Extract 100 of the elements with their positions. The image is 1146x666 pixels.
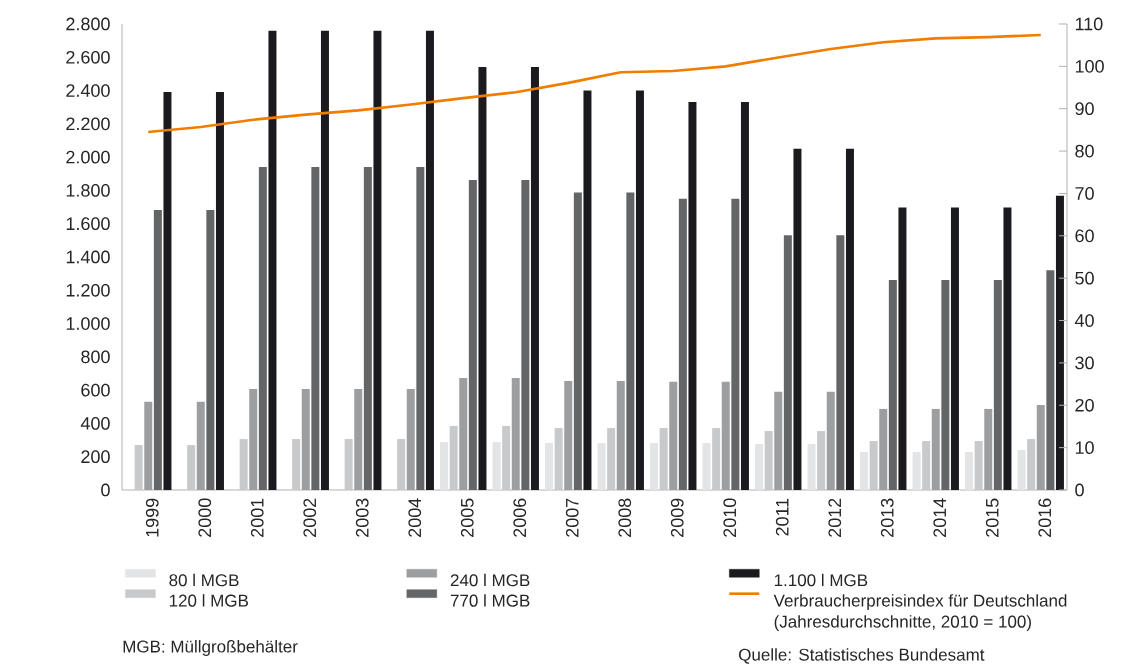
bar [268,30,277,490]
bar [502,425,511,490]
bar [984,408,993,490]
bar [1027,439,1036,490]
bar [134,445,143,490]
bar [530,66,539,490]
bar [258,167,267,490]
bar [206,209,215,490]
x-tick-label: 2007 [565,498,579,537]
bar [626,192,635,490]
bar [898,207,907,490]
bar [373,30,382,490]
y-tick-label: 1.600 [66,217,110,231]
y2-tick-label: 80 [1075,144,1094,158]
legend-label: 80 l MGB [169,573,239,587]
y2-tick-label: 10 [1075,441,1094,454]
bar [659,428,668,490]
bar [511,377,520,490]
bar [153,209,162,490]
bar [974,441,983,490]
x-tick-label: 2009 [670,498,684,537]
legend-label: 1.100 l MGB [774,573,868,587]
y2-tick-label: 40 [1074,314,1094,327]
bar [492,442,501,490]
bar [425,30,434,490]
bar [922,441,931,490]
bar [635,90,644,490]
y2-tick-label: 30 [1075,356,1094,370]
x-tick-label: 2014 [933,498,947,537]
bar [1046,270,1055,490]
bar [607,428,616,490]
bar [950,207,959,490]
bar [545,443,554,490]
bar [311,167,320,490]
bar [941,279,950,490]
bar [731,198,740,490]
bar [354,388,363,490]
x-tick-label: 2013 [880,498,894,537]
bar [869,441,878,490]
bar [440,442,449,490]
y-tick-label: 1.000 [66,317,110,330]
bar [836,235,845,490]
y2-tick-label: 0 [1075,483,1084,497]
y-tick-label: 2.400 [66,84,110,97]
bar [826,391,835,490]
y-tick-label: 800 [81,350,110,364]
legend-label: 240 l MGB [450,573,530,587]
bar [783,235,792,490]
bar [688,101,697,490]
bar [1036,404,1045,490]
x-tick-label: 2004 [408,498,422,537]
y2-tick-label: 20 [1075,398,1094,412]
bar [650,443,659,490]
x-tick-label: 1999 [145,498,159,537]
bar [344,439,353,490]
y-tick-label: 600 [81,383,110,397]
bar [459,377,468,490]
y2-tick-label: 70 [1075,187,1094,200]
bar [239,439,248,490]
bar [1017,450,1026,490]
legend-label: 770 l MGB [450,594,530,607]
x-tick-label: 2008 [618,498,632,537]
bar [187,445,196,490]
bar [774,391,783,490]
bar [320,30,329,490]
bar [554,428,563,490]
legend-label: Verbraucherpreisindex für Deutschland (Jahresdurchschnitte, 2010 = 100) [773,594,1067,631]
bar [845,148,854,490]
y2-tick-label: 100 [1075,59,1104,73]
bar [1003,207,1012,490]
bar [702,443,711,490]
bar [416,167,425,490]
y2-tick-label: 50 [1075,271,1094,285]
x-tick-label: 2015 [985,498,999,537]
legend-label: 120 l MGB [169,594,249,607]
bar [573,192,582,490]
y2-tick-label: 60 [1075,229,1094,243]
bar [521,179,530,490]
bar [397,439,406,490]
y-tick-label: 400 [80,417,110,430]
y-tick-label: 2.600 [66,50,110,64]
x-tick-label: 2000 [198,498,212,537]
bar [215,91,224,490]
x-tick-label: 2016 [1038,498,1052,537]
x-tick-label: 2003 [355,498,369,537]
bar [292,439,301,490]
y-tick-label: 0 [101,483,110,497]
text: MGB: Müllgroßbehälter [123,640,298,656]
bar [163,91,172,490]
bar [912,452,921,490]
y-tick-label: 1.200 [66,283,110,297]
x-tick-label: 2011 [775,498,789,536]
x-tick-label: 2012 [828,498,842,537]
bar [301,388,310,490]
bar [965,452,974,490]
bar [712,428,721,490]
bar [993,279,1002,490]
bar [740,101,749,490]
y-tick-label: 1.800 [66,184,110,197]
bar [468,179,477,490]
